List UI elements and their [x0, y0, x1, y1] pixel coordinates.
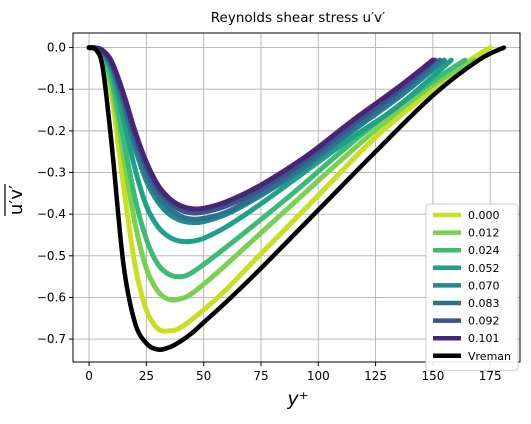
x-tick-label: 50 — [196, 369, 211, 383]
x-tick-label: 25 — [139, 369, 154, 383]
y-axis-label: u′v′ — [6, 185, 27, 215]
legend-label: 0.000 — [468, 209, 500, 222]
legend-label: 0.052 — [468, 262, 500, 275]
y-tick-label: −0.7 — [37, 332, 66, 346]
legend-label: 0.070 — [468, 279, 500, 292]
x-axis-label: y⁺ — [286, 388, 308, 410]
legend-label: 0.024 — [468, 244, 500, 257]
x-tick-label: 125 — [364, 369, 387, 383]
y-tick-label: −0.2 — [37, 124, 66, 138]
legend-label: 0.012 — [468, 227, 500, 240]
series-line-0-101 — [86, 45, 436, 212]
x-tick-label: 75 — [253, 369, 268, 383]
axis-ticks: 0 25 50 75 100 125 150 175 0.0 −0.1 −0.2 −0.3 −0.4 −0… — [37, 41, 502, 383]
y-tick-label: −0.6 — [37, 290, 66, 304]
series-line-vreman — [86, 45, 507, 352]
series-lines — [86, 45, 507, 352]
legend-label: 0.083 — [468, 297, 500, 310]
y-tick-label: 0.0 — [47, 41, 66, 55]
y-tick-label: −0.1 — [37, 82, 66, 96]
chart-title: Reynolds shear stress u′v′ — [211, 10, 385, 26]
x-tick-label: 150 — [421, 369, 444, 383]
x-tick-label: 175 — [479, 369, 502, 383]
y-tick-label: −0.4 — [37, 207, 66, 221]
legend-label: Vreman — [468, 350, 511, 363]
x-tick-label: 0 — [85, 369, 93, 383]
legend-box — [425, 203, 519, 371]
x-tick-label: 100 — [307, 369, 330, 383]
legend: 0.000 0.012 0.024 0.052 0.070 0.083 0.092 0.101… — [425, 203, 519, 371]
plot-frame — [72, 32, 521, 363]
legend-label: 0.092 — [468, 315, 500, 328]
y-tick-label: −0.3 — [37, 166, 66, 180]
y-tick-label: −0.5 — [37, 249, 66, 263]
legend-label: 0.101 — [468, 332, 500, 345]
